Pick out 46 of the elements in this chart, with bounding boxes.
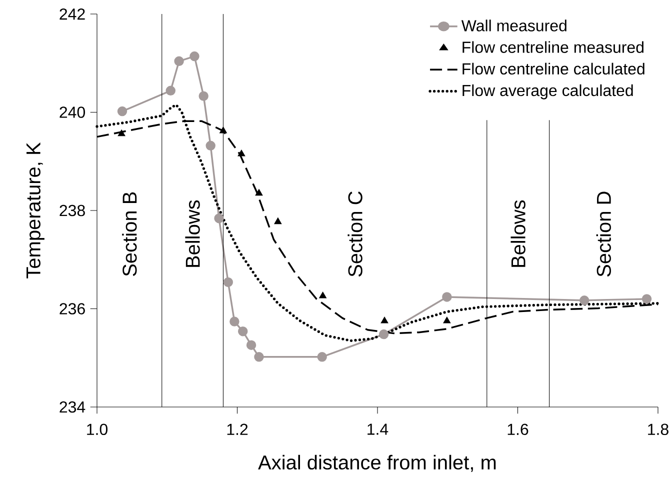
x-tick-label: 1.4 (368, 424, 388, 435)
point (219, 126, 227, 134)
point (579, 296, 590, 306)
point (198, 91, 208, 101)
y-tick-label: 240 (60, 106, 85, 118)
legend-label: Flow centreline measured (462, 41, 644, 53)
legend-label: Flow average calculated (462, 84, 633, 100)
point (230, 316, 240, 326)
point (117, 106, 128, 116)
point (246, 340, 256, 350)
x-tick-label: 1.6 (508, 424, 528, 436)
x-axis-title: Axial distance from inlet, m (258, 454, 496, 472)
point (206, 140, 216, 151)
point (238, 326, 248, 336)
point (223, 277, 233, 288)
y-tick-label: 236 (60, 303, 85, 314)
point (166, 86, 176, 96)
annotation: Section D (596, 192, 611, 277)
x-tick-label: 1.8 (648, 424, 668, 436)
point (317, 352, 327, 362)
annotation: Bellows (185, 200, 200, 267)
point (378, 329, 389, 340)
x-tick-label: 1.2 (227, 424, 248, 435)
annotation: Section C (348, 192, 362, 277)
y-axis-title: Temperature, K (26, 142, 44, 278)
annotation: Bellows (510, 200, 526, 267)
legend-label: Wall measured (461, 20, 566, 32)
point (642, 294, 652, 304)
legend-label: Flow centreline calculated (462, 62, 644, 75)
point (118, 130, 126, 136)
point (238, 150, 246, 156)
x-tick-label: 1.0 (87, 424, 108, 436)
y-tick-label: 238 (60, 204, 85, 216)
point (380, 316, 388, 324)
point (319, 292, 327, 298)
point (190, 51, 200, 62)
point (214, 214, 224, 224)
point (443, 316, 451, 324)
point (255, 189, 263, 196)
point (174, 56, 184, 66)
y-tick-label: 234 (60, 401, 86, 413)
annotation: Section B (122, 192, 137, 276)
point (442, 292, 452, 302)
point (254, 352, 264, 362)
point (274, 218, 282, 224)
y-tick-label: 242 (60, 8, 85, 20)
